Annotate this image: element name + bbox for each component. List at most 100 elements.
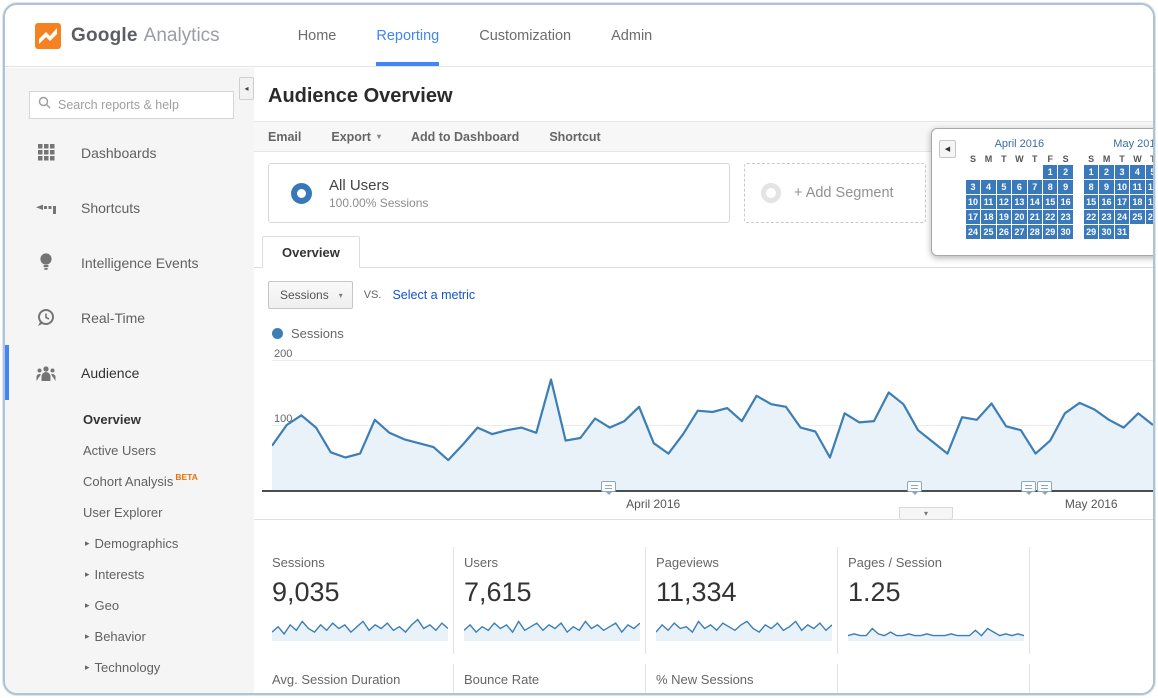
- sidebar-item-audience[interactable]: Audience: [5, 345, 254, 400]
- calendar-date-selected[interactable]: 26: [1146, 210, 1155, 224]
- beta-badge: BETA: [175, 472, 198, 482]
- calendar-date-selected[interactable]: 13: [1012, 195, 1026, 209]
- calendar-date-selected[interactable]: 10: [966, 195, 980, 209]
- metric-card[interactable]: Pageviews11,334: [646, 547, 838, 654]
- calendar-date-selected[interactable]: 5: [1146, 165, 1155, 179]
- calendar-date-selected[interactable]: 7: [1028, 180, 1042, 194]
- calendar-date-selected[interactable]: 16: [1099, 195, 1113, 209]
- calendar-date-selected[interactable]: 14: [1028, 195, 1042, 209]
- calendar-date-selected[interactable]: 25: [1130, 210, 1144, 224]
- calendar-date-selected[interactable]: 29: [1043, 225, 1057, 239]
- calendar-date-selected[interactable]: 18: [981, 210, 995, 224]
- sidebar-item-intelligence-events[interactable]: Intelligence Events: [5, 235, 254, 290]
- action-email[interactable]: Email: [268, 130, 301, 144]
- metric-select-dropdown[interactable]: Sessions ▾: [268, 281, 353, 309]
- calendar-date-selected[interactable]: 12: [1146, 180, 1155, 194]
- calendar-date-selected[interactable]: 29: [1084, 225, 1098, 239]
- annotation-marker-icon[interactable]: [1021, 481, 1036, 492]
- calendar-date-selected[interactable]: 9: [1099, 180, 1113, 194]
- metric-card[interactable]: Bounce Rate80.39%: [454, 664, 646, 695]
- sidebar-item-dashboards[interactable]: Dashboards: [5, 125, 254, 180]
- metric-card[interactable]: Pages / Session1.25: [838, 547, 1030, 654]
- sessions-chart[interactable]: 200 100 ▾ April 2016May 2016: [254, 346, 1153, 526]
- calendar-date-selected[interactable]: 30: [1099, 225, 1113, 239]
- calendar-date-selected[interactable]: 8: [1043, 180, 1057, 194]
- calendar-date-selected[interactable]: 28: [1028, 225, 1042, 239]
- sidebar-item-real-time[interactable]: Real-Time: [5, 290, 254, 345]
- calendar-date-selected[interactable]: 2: [1058, 165, 1072, 179]
- subnav-item-interests[interactable]: ▸Interests: [5, 559, 254, 590]
- nav-reporting[interactable]: Reporting: [376, 5, 439, 66]
- calendar-date-selected[interactable]: 17: [1115, 195, 1129, 209]
- subnav-item-technology[interactable]: ▸Technology: [5, 652, 254, 683]
- nav-customization[interactable]: Customization: [479, 5, 571, 66]
- calendar-date-selected[interactable]: 24: [966, 225, 980, 239]
- subnav-item-geo[interactable]: ▸Geo: [5, 590, 254, 621]
- metric-card[interactable]: Avg. Session Duration00:01:16: [262, 664, 454, 695]
- calendar-date-selected[interactable]: 2: [1099, 165, 1113, 179]
- calendar-date-selected[interactable]: 15: [1084, 195, 1098, 209]
- calendar-date-selected[interactable]: 19: [1146, 195, 1155, 209]
- calendar-date-selected[interactable]: 30: [1058, 225, 1072, 239]
- calendar-date-selected[interactable]: 6: [1012, 180, 1026, 194]
- subnav-item-behavior[interactable]: ▸Behavior: [5, 621, 254, 652]
- calendar-date-selected[interactable]: 26: [997, 225, 1011, 239]
- metric-card[interactable]: % New Sessions83.70%: [646, 664, 838, 695]
- action-add-to-dashboard[interactable]: Add to Dashboard: [411, 130, 519, 144]
- report-search-box[interactable]: [29, 91, 234, 119]
- tab-overview[interactable]: Overview: [262, 236, 360, 268]
- calendar-date-selected[interactable]: 16: [1058, 195, 1072, 209]
- calendar-date-selected[interactable]: 24: [1115, 210, 1129, 224]
- calendar-date-selected[interactable]: 1: [1084, 165, 1098, 179]
- subnav-item-active-users[interactable]: Active Users: [5, 435, 254, 466]
- nav-home[interactable]: Home: [298, 5, 337, 66]
- calendar-prev-button[interactable]: ◀: [939, 140, 956, 158]
- calendar-date-selected[interactable]: 4: [1130, 165, 1144, 179]
- calendar-date-selected[interactable]: 5: [997, 180, 1011, 194]
- action-shortcut[interactable]: Shortcut: [549, 130, 600, 144]
- calendar-date-selected[interactable]: 10: [1115, 180, 1129, 194]
- calendar-date-selected[interactable]: 9: [1058, 180, 1072, 194]
- annotation-marker-icon[interactable]: [601, 481, 616, 492]
- calendar-date-selected[interactable]: 15: [1043, 195, 1057, 209]
- subnav-item-overview[interactable]: Overview: [5, 404, 254, 435]
- calendar-date-selected[interactable]: 4: [981, 180, 995, 194]
- calendar-date-selected[interactable]: 1: [1043, 165, 1057, 179]
- calendar-date-selected[interactable]: 23: [1099, 210, 1113, 224]
- calendar-date-selected[interactable]: 8: [1084, 180, 1098, 194]
- calendar-date-selected[interactable]: 3: [1115, 165, 1129, 179]
- calendar-date-selected[interactable]: 17: [966, 210, 980, 224]
- subnav-item-user-explorer[interactable]: User Explorer: [5, 497, 254, 528]
- calendar-empty-cell: [997, 165, 1011, 179]
- calendar-date-selected[interactable]: 21: [1028, 210, 1042, 224]
- metric-card[interactable]: Users7,615: [454, 547, 646, 654]
- calendar-date-selected[interactable]: 27: [1012, 225, 1026, 239]
- annotation-marker-icon[interactable]: [907, 481, 922, 492]
- subnav-item-cohort-analysis[interactable]: Cohort AnalysisBETA: [5, 466, 254, 497]
- annotation-marker-icon[interactable]: [1037, 481, 1052, 492]
- calendar-date-selected[interactable]: 22: [1043, 210, 1057, 224]
- action-export[interactable]: Export▾: [331, 130, 381, 144]
- calendar-date-selected[interactable]: 31: [1115, 225, 1129, 239]
- subnav-item-demographics[interactable]: ▸Demographics: [5, 528, 254, 559]
- sidebar-collapse-button[interactable]: ◂: [239, 77, 254, 100]
- segment-all-users[interactable]: All Users 100.00% Sessions: [268, 163, 730, 223]
- calendar-date-selected[interactable]: 25: [981, 225, 995, 239]
- sidebar-item-shortcuts[interactable]: Shortcuts: [5, 180, 254, 235]
- calendar-date-selected[interactable]: 11: [1130, 180, 1144, 194]
- nav-admin[interactable]: Admin: [611, 5, 652, 66]
- calendar-date-selected[interactable]: 22: [1084, 210, 1098, 224]
- calendar-date-selected[interactable]: 23: [1058, 210, 1072, 224]
- metric-card[interactable]: Sessions9,035: [262, 547, 454, 654]
- calendar-date-selected[interactable]: 18: [1130, 195, 1144, 209]
- calendar-date-selected[interactable]: 12: [997, 195, 1011, 209]
- select-a-metric-link[interactable]: Select a metric: [392, 288, 475, 302]
- calendar-date-selected[interactable]: 19: [997, 210, 1011, 224]
- calendar-date-selected[interactable]: 20: [1012, 210, 1026, 224]
- calendar-date-selected[interactable]: 3: [966, 180, 980, 194]
- google-analytics-logo[interactable]: Google Analytics: [35, 23, 220, 49]
- chart-expand-handle[interactable]: ▾: [899, 507, 953, 520]
- search-input[interactable]: [58, 98, 225, 112]
- calendar-date-selected[interactable]: 11: [981, 195, 995, 209]
- add-segment-button[interactable]: + Add Segment: [744, 163, 926, 223]
